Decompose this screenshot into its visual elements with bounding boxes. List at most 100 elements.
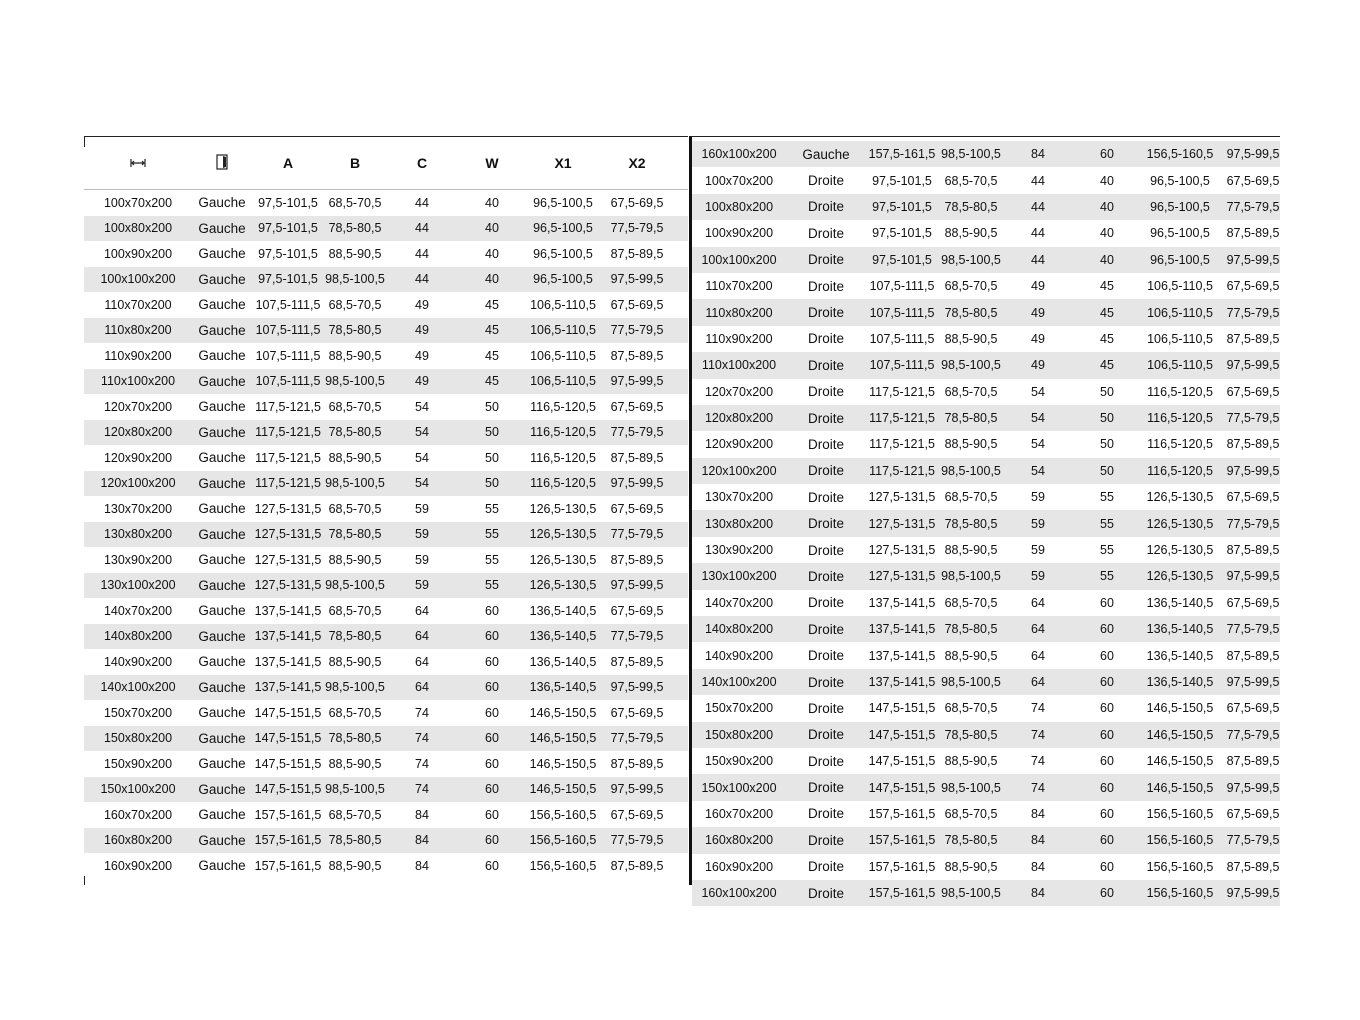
cell-side: Droite [807,305,844,321]
table-row: 120x80x200 Droite 117,5-121,5 78,5-80,5 54 50… [692,404,1280,432]
cell-side: Droite [807,331,844,347]
cell-size: 150x80x200 [704,727,774,742]
cell-c: 64 [415,603,429,618]
cell-b: 98,5-100,5 [941,780,1001,795]
cell-size: 140x100x200 [100,680,176,695]
cell-x2: 67,5-69,5 [610,195,664,210]
cell-c: 54 [415,476,429,491]
cell-c: 64 [415,680,429,695]
table-row: 140x90x200 Gauche 137,5-141,5 88,5-90,5 64 60… [84,649,688,675]
cell-w: 60 [1100,754,1114,769]
cell-x2: 87,5-89,5 [610,246,664,261]
cell-b: 78,5-80,5 [944,411,998,426]
cell-w: 55 [1100,569,1114,584]
cell-b: 88,5-90,5 [328,348,382,363]
cell-b: 68,5-70,5 [944,279,998,294]
header-x1: X1 [554,155,572,171]
table-row: 120x100x200 Gauche 117,5-121,5 98,5-100,5 54… [84,470,688,496]
cell-w: 55 [485,501,499,516]
cell-a: 107,5-111,5 [869,305,935,320]
cell-w: 60 [485,603,499,618]
cell-x1: 146,5-150,5 [529,731,597,746]
cell-c: 64 [1031,622,1045,637]
cell-w: 40 [1100,252,1114,267]
cell-side: Gauche [198,501,246,517]
cell-x2: 67,5-69,5 [1226,806,1280,821]
cell-size: 150x100x200 [701,780,777,795]
cell-side: Gauche [198,603,246,619]
cell-x1: 126,5-130,5 [1146,516,1214,531]
cell-a: 97,5-101,5 [872,252,932,267]
cell-x2: 67,5-69,5 [1226,595,1280,610]
cell-b: 98,5-100,5 [325,272,385,287]
cell-w: 60 [1100,859,1114,874]
header-a: A [282,155,294,171]
cell-c: 84 [415,807,429,822]
cell-w: 60 [1100,595,1114,610]
cell-side: Droite [807,648,844,664]
cell-b: 88,5-90,5 [944,859,998,874]
cell-c: 74 [1031,780,1045,795]
cell-b: 88,5-90,5 [944,543,998,558]
cell-x2: 67,5-69,5 [1226,279,1280,294]
table-row: 100x80x200 Droite 97,5-101,5 78,5-80,5 44 40 9… [692,193,1280,221]
cell-side: Gauche [198,705,246,721]
cell-x2: 67,5-69,5 [1226,701,1280,716]
cell-a: 97,5-101,5 [258,195,318,210]
cell-a: 117,5-121,5 [255,425,321,440]
cell-w: 60 [1100,701,1114,716]
cell-side: Gauche [198,246,246,262]
cell-a: 97,5-101,5 [258,221,318,236]
cell-a: 157,5-161,5 [868,859,936,874]
cell-w: 55 [485,527,499,542]
cell-x2: 87,5-89,5 [610,756,664,771]
cell-w: 60 [485,756,499,771]
cell-b: 78,5-80,5 [944,833,998,848]
cell-b: 78,5-80,5 [944,199,998,214]
cell-a: 157,5-161,5 [868,147,936,162]
door-icon [192,153,252,173]
cell-x1: 96,5-100,5 [533,246,593,261]
cell-side: Gauche [198,654,246,670]
cell-w: 60 [1100,622,1114,637]
cell-size: 160x80x200 [704,833,774,848]
table-row: 120x70x200 Droite 117,5-121,5 68,5-70,5 54 50… [692,379,1280,405]
table-row: 160x90x200 Droite 157,5-161,5 88,5-90,5 84 60… [692,854,1280,880]
cell-size: 160x70x200 [103,807,173,822]
cell-size: 150x90x200 [704,754,774,769]
cell-b: 68,5-70,5 [944,173,998,188]
table-corner-tick [84,876,85,885]
cell-size: 130x90x200 [704,543,774,558]
cell-size: 160x100x200 [701,147,777,162]
cell-b: 88,5-90,5 [944,226,998,241]
cell-x1: 156,5-160,5 [529,807,597,822]
cell-x1: 146,5-150,5 [1146,701,1214,716]
cell-side: Droite [807,463,844,479]
cell-w: 50 [1100,411,1114,426]
cell-x2: 87,5-89,5 [1226,859,1280,874]
cell-c: 64 [415,654,429,669]
cell-c: 59 [415,552,429,567]
cell-x1: 116,5-120,5 [530,425,596,440]
cell-a: 137,5-141,5 [868,648,936,663]
cell-x2: 77,5-79,5 [610,425,664,440]
cell-c: 54 [415,399,429,414]
cell-w: 60 [485,654,499,669]
cell-a: 137,5-141,5 [254,654,322,669]
cell-a: 137,5-141,5 [254,680,322,695]
cell-x1: 106,5-110,5 [1147,358,1213,373]
cell-x2: 87,5-89,5 [1226,331,1280,346]
table-row: 160x90x200 Gauche 157,5-161,5 88,5-90,5 84 60… [84,853,688,879]
cell-w: 50 [485,450,499,465]
cell-side: Droite [807,278,844,294]
cell-x2: 97,5-99,5 [1226,463,1280,478]
cell-x1: 116,5-120,5 [1147,437,1213,452]
cell-x2: 67,5-69,5 [610,399,664,414]
cell-side: Droite [807,595,844,611]
cell-c: 84 [415,858,429,873]
cell-c: 84 [1031,859,1045,874]
cell-size: 150x90x200 [103,756,173,771]
cell-x2: 77,5-79,5 [610,833,664,848]
cell-x1: 136,5-140,5 [529,629,597,644]
cell-a: 117,5-121,5 [869,384,935,399]
